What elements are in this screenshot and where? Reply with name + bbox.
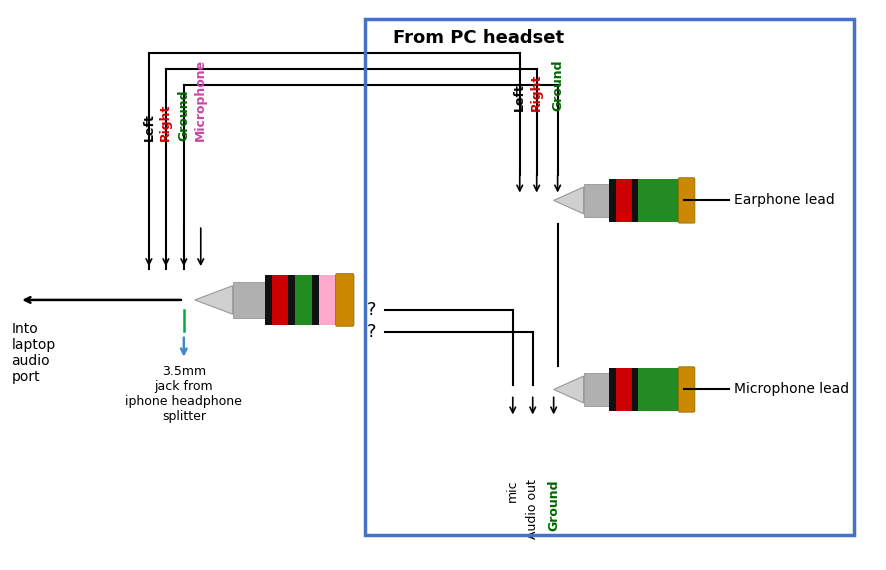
Bar <box>638 179 680 222</box>
Text: Ground: Ground <box>548 479 560 531</box>
Text: Microphone: Microphone <box>194 59 207 141</box>
Bar <box>365 19 854 535</box>
Text: Left: Left <box>143 113 155 141</box>
Text: Right: Right <box>159 103 173 141</box>
Bar <box>584 373 610 406</box>
Bar <box>233 282 265 318</box>
Text: From PC headset: From PC headset <box>393 29 564 47</box>
Text: Ground: Ground <box>551 59 564 111</box>
Bar <box>584 184 610 217</box>
FancyBboxPatch shape <box>679 178 695 223</box>
Bar <box>638 368 680 411</box>
Text: ?: ? <box>367 323 377 341</box>
Bar <box>610 368 616 411</box>
Bar <box>271 275 288 325</box>
Text: Right: Right <box>530 74 543 111</box>
Bar <box>265 275 271 325</box>
Polygon shape <box>554 376 584 403</box>
Bar <box>288 275 295 325</box>
Bar <box>319 275 338 325</box>
FancyBboxPatch shape <box>336 274 354 326</box>
Text: Ground: Ground <box>177 89 190 141</box>
Text: Left: Left <box>513 83 526 111</box>
Bar <box>632 368 638 411</box>
Text: mic: mic <box>506 479 519 502</box>
Bar <box>632 179 638 222</box>
FancyBboxPatch shape <box>679 367 695 412</box>
Polygon shape <box>554 187 584 214</box>
Text: Into
laptop
audio
port: Into laptop audio port <box>12 322 56 384</box>
Bar <box>616 368 632 411</box>
Bar <box>295 275 312 325</box>
Text: Microphone lead: Microphone lead <box>734 382 849 397</box>
Text: Earphone lead: Earphone lead <box>734 193 835 207</box>
Text: ?: ? <box>367 301 377 319</box>
Text: Audio out: Audio out <box>526 479 540 539</box>
Bar <box>610 179 616 222</box>
Text: 3.5mm
jack from
iphone headphone
splitter: 3.5mm jack from iphone headphone splitte… <box>126 365 242 422</box>
Bar <box>312 275 319 325</box>
Polygon shape <box>195 286 233 314</box>
Bar <box>616 179 632 222</box>
